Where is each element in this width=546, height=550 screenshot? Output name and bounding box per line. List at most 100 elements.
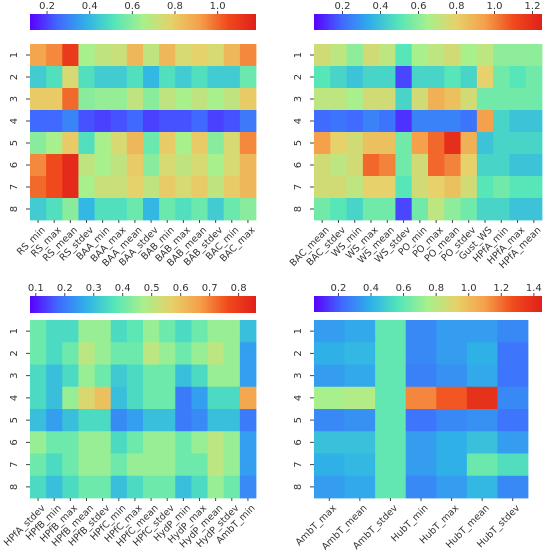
row-label: 6	[293, 162, 304, 168]
row-label: 2	[9, 74, 20, 80]
row-label: 1	[293, 52, 304, 58]
heatmap-cell	[375, 475, 407, 499]
heatmap-cell	[428, 88, 445, 111]
heatmap-cell	[62, 66, 79, 89]
heatmap-cell	[143, 342, 160, 365]
heatmap-cell	[509, 110, 527, 133]
heatmap-cell	[62, 44, 79, 67]
heatmap-cell	[30, 320, 47, 343]
heatmap-cell	[223, 475, 241, 499]
heatmap-cell	[191, 409, 208, 432]
colorbar-tick-label: 0.2	[39, 1, 55, 12]
heatmap-cell	[444, 110, 461, 133]
heatmap-cell	[159, 320, 176, 343]
heatmap-cell	[207, 431, 225, 454]
heatmap-cell	[94, 320, 112, 343]
heatmap-cell	[78, 198, 95, 221]
heatmap-cell	[476, 198, 494, 221]
heatmap-cell	[497, 453, 529, 477]
heatmap-cell	[78, 453, 95, 477]
heatmap-cell	[509, 132, 527, 155]
row-label: 7	[293, 461, 304, 467]
heatmap-cell	[375, 320, 407, 343]
heatmap-cell	[497, 475, 529, 499]
heatmap-cell	[207, 320, 225, 343]
heatmap-cell	[314, 198, 331, 221]
heatmap-cell	[466, 431, 498, 454]
heatmap-cell	[330, 44, 347, 67]
heatmap-cell	[344, 320, 376, 343]
colorbar-tick-label: 0.1	[28, 283, 44, 294]
colorbar-tick-label: 0.6	[396, 283, 412, 294]
heatmap-cell	[405, 475, 437, 499]
heatmap-cell	[497, 431, 529, 454]
heatmap-cell	[395, 176, 413, 199]
heatmap-cell	[143, 320, 160, 343]
heatmap-cell	[223, 44, 241, 67]
row-label: 8	[9, 484, 20, 490]
heatmap-cell	[110, 342, 128, 365]
heatmap-cell	[191, 364, 208, 388]
heatmap-cell	[191, 154, 208, 177]
colorbar	[314, 296, 542, 312]
row-label: 3	[293, 96, 304, 102]
heatmap-cell	[497, 386, 529, 410]
heatmap-cell	[207, 44, 225, 67]
colorbar-tick-label: 1.0	[210, 1, 226, 12]
heatmap-cell	[191, 342, 208, 365]
heatmap-cell	[126, 198, 144, 221]
heatmap-cell	[314, 132, 331, 155]
row-label: 8	[9, 206, 20, 212]
heatmap-cell	[476, 88, 494, 111]
colorbar-tick-label: 0.8	[231, 283, 247, 294]
heatmap-cell	[159, 66, 176, 89]
colorbar-tick-label: 1.2	[525, 1, 541, 12]
colorbar-tick-label: 1.0	[461, 283, 477, 294]
heatmap-cell	[143, 409, 160, 432]
heatmap-cell	[330, 88, 347, 111]
heatmap-cell	[344, 475, 376, 499]
heatmap-cell	[493, 88, 510, 111]
heatmap-cell	[30, 154, 47, 177]
heatmap-cell	[175, 110, 192, 133]
heatmap-cell	[46, 320, 63, 343]
row-label: 3	[9, 372, 20, 378]
heatmap-cell	[207, 132, 225, 155]
heatmap-cell	[159, 110, 176, 133]
heatmap-cell	[314, 475, 345, 499]
heatmap-cell	[330, 132, 347, 155]
heatmap-cell	[78, 409, 95, 432]
heatmap-cell	[344, 453, 376, 477]
heatmap-cell	[330, 66, 347, 89]
heatmap-cell	[405, 431, 437, 454]
heatmap-cell	[525, 88, 543, 111]
heatmap-cell	[94, 198, 112, 221]
heatmap-cell	[207, 88, 225, 111]
heatmap-cell	[143, 88, 160, 111]
heatmap-cell	[509, 154, 527, 177]
row-label: 6	[9, 439, 20, 445]
heatmap-cell	[143, 66, 160, 89]
heatmap-cell	[379, 110, 396, 133]
heatmap-cell	[110, 409, 128, 432]
heatmap-cell	[239, 342, 257, 365]
row-label: 4	[293, 395, 304, 401]
heatmap-cell	[207, 342, 225, 365]
heatmap-cell	[62, 110, 79, 133]
heatmap-cell	[223, 409, 241, 432]
heatmap-cell	[405, 320, 437, 343]
heatmap-cell	[362, 44, 380, 67]
row-label: 7	[293, 184, 304, 190]
heatmap-cell	[207, 453, 225, 477]
heatmap-cell	[466, 386, 498, 410]
heatmap-cell	[223, 342, 241, 365]
row-label: 5	[9, 140, 20, 146]
heatmap-cell	[62, 198, 79, 221]
heatmap-cell	[239, 431, 257, 454]
heatmap-cell	[379, 198, 396, 221]
heatmap-cell	[110, 88, 128, 111]
heatmap-cell	[375, 409, 407, 432]
heatmap-cell	[207, 66, 225, 89]
heatmap-cell	[509, 176, 527, 199]
heatmap-cell	[466, 409, 498, 432]
